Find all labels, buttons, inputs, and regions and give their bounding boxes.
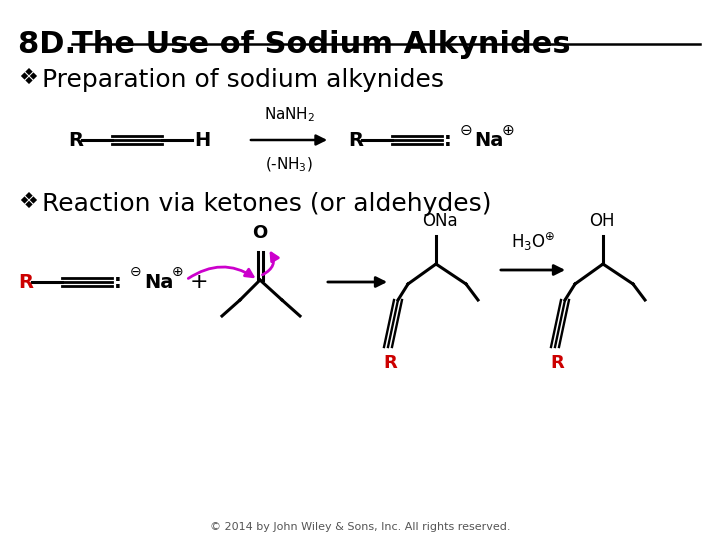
Text: R: R <box>68 131 83 150</box>
Text: OH: OH <box>589 212 614 230</box>
Text: © 2014 by John Wiley & Sons, Inc. All rights reserved.: © 2014 by John Wiley & Sons, Inc. All ri… <box>210 522 510 532</box>
Text: Preparation of sodium alkynides: Preparation of sodium alkynides <box>42 68 444 92</box>
Text: ❖: ❖ <box>18 68 38 88</box>
Text: R: R <box>383 354 397 372</box>
Text: H: H <box>194 131 210 150</box>
Text: O: O <box>252 224 267 242</box>
Text: R: R <box>348 131 363 150</box>
Text: Na: Na <box>474 131 503 150</box>
Text: R: R <box>18 273 33 292</box>
Text: 8D.: 8D. <box>18 30 86 59</box>
Text: ❖: ❖ <box>18 192 38 212</box>
Text: ⊖: ⊖ <box>130 265 142 279</box>
Text: ⊖: ⊖ <box>460 123 473 138</box>
Text: ⊕: ⊕ <box>502 123 515 138</box>
Text: :: : <box>114 273 122 292</box>
Text: H$_3$O$^{\oplus}$: H$_3$O$^{\oplus}$ <box>510 232 555 254</box>
Text: R: R <box>550 354 564 372</box>
Text: (-NH$_3$): (-NH$_3$) <box>265 156 313 174</box>
Text: :: : <box>444 131 451 150</box>
Text: Na: Na <box>144 273 174 292</box>
Text: Reaction via ketones (or aldehydes): Reaction via ketones (or aldehydes) <box>42 192 492 216</box>
Text: NaNH$_2$: NaNH$_2$ <box>264 105 315 124</box>
Text: ONa: ONa <box>422 212 458 230</box>
Text: The Use of Sodium Alkynides: The Use of Sodium Alkynides <box>72 30 571 59</box>
Text: ⊕: ⊕ <box>172 265 184 279</box>
Text: +: + <box>190 272 209 292</box>
